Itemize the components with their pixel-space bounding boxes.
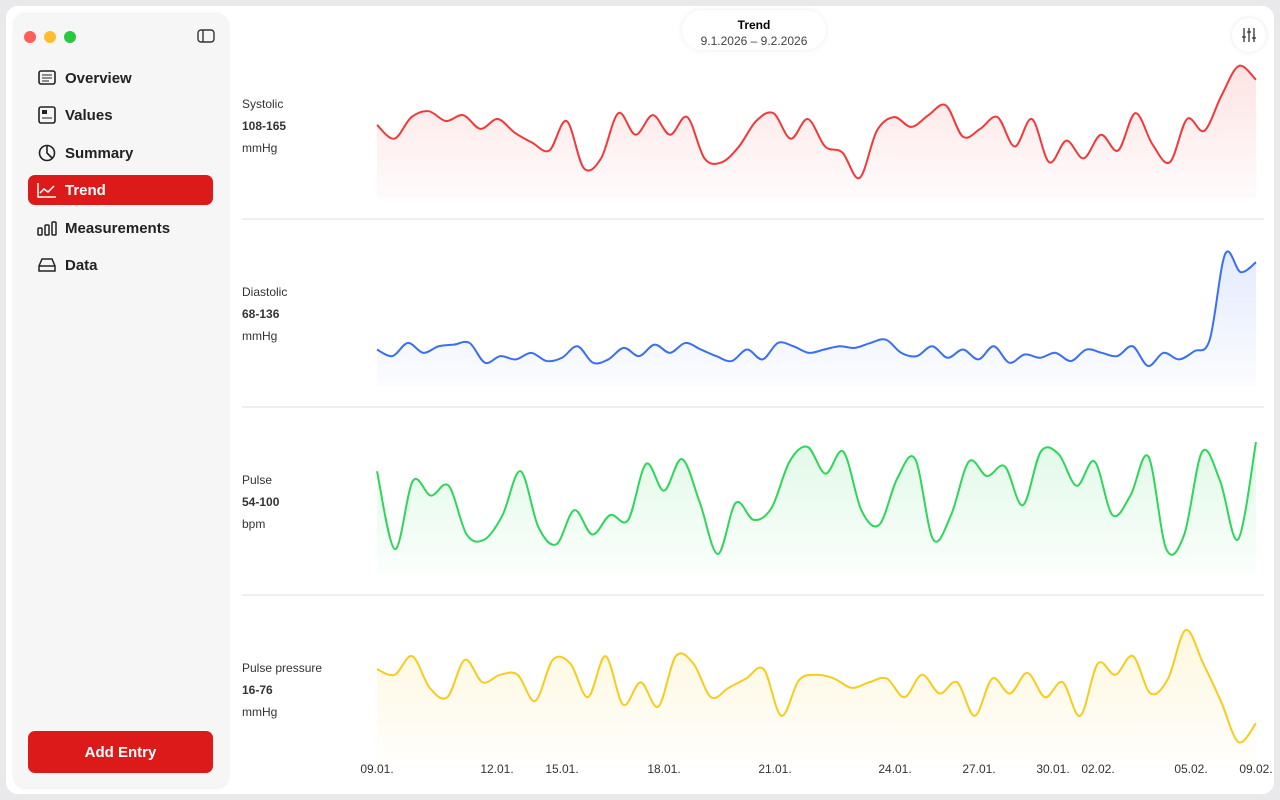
date-range: 9.1.2026 – 9.2.2026 bbox=[700, 34, 808, 48]
add-entry-button[interactable]: Add Entry bbox=[28, 731, 213, 773]
nav-label: Overview bbox=[65, 69, 132, 87]
chart-range: 16-76 bbox=[242, 683, 273, 697]
trend-charts: Systolic 108-165 mmHg Diastolic 68-136 mmHg Pu… bbox=[242, 64, 1273, 776]
chart-unit: mmHg bbox=[242, 705, 277, 719]
date-label: 21.01. bbox=[758, 762, 791, 776]
minimize-button[interactable] bbox=[44, 31, 56, 43]
title: Trend bbox=[737, 18, 771, 32]
nav-values[interactable]: Values bbox=[28, 100, 213, 130]
icon bbox=[37, 183, 56, 198]
nav-summary[interactable]: Summary bbox=[28, 138, 213, 168]
nav-label: Measurements bbox=[65, 219, 171, 237]
date-label: 27.01. bbox=[962, 762, 995, 776]
icon bbox=[38, 258, 56, 272]
nav-label: Summary bbox=[65, 144, 134, 162]
nav-label: Values bbox=[65, 106, 113, 124]
sidebar: Overview Values Summary Trend Measuremen… bbox=[14, 14, 228, 788]
chart-range: 108-165 bbox=[242, 119, 286, 133]
zoom-button[interactable] bbox=[64, 31, 76, 43]
trend-line bbox=[376, 64, 1257, 180]
date-label: 05.02. bbox=[1174, 762, 1207, 776]
date-label: 15.01. bbox=[545, 762, 578, 776]
icon bbox=[37, 221, 57, 236]
icon bbox=[38, 70, 56, 85]
nav-measurements[interactable]: Measurements bbox=[28, 213, 213, 243]
sidebar-toggle[interactable] bbox=[197, 29, 215, 44]
chart-unit: bpm bbox=[242, 517, 265, 531]
chart-range: 54-100 bbox=[242, 495, 280, 509]
chart-unit: mmHg bbox=[242, 141, 277, 155]
chart-title: Diastolic bbox=[242, 285, 287, 299]
area bbox=[377, 251, 1256, 386]
nav-overview[interactable]: Overview bbox=[28, 63, 213, 93]
filter-button[interactable] bbox=[1232, 18, 1266, 52]
chart-title: Systolic bbox=[242, 97, 283, 111]
trend-line bbox=[376, 441, 1257, 556]
chart-title: Pulse bbox=[242, 473, 272, 487]
chart-range: 68-136 bbox=[242, 307, 280, 321]
nav-data[interactable]: Data bbox=[28, 250, 213, 280]
date-label: 24.01. bbox=[878, 762, 911, 776]
nav-trend[interactable]: Trend bbox=[28, 175, 213, 205]
trend-line bbox=[376, 250, 1257, 367]
icon bbox=[38, 144, 56, 162]
chart-unit: mmHg bbox=[242, 329, 277, 343]
area bbox=[377, 629, 1256, 762]
area bbox=[377, 442, 1256, 574]
date-label: 09.02. bbox=[1239, 762, 1272, 776]
chart-title: Pulse pressure bbox=[242, 661, 322, 675]
close-button[interactable] bbox=[24, 31, 36, 43]
date-label: 18.01. bbox=[647, 762, 680, 776]
date-label: 02.02. bbox=[1081, 762, 1114, 776]
date-label: 30.01. bbox=[1036, 762, 1069, 776]
date-label: 12.01. bbox=[480, 762, 513, 776]
nav-label: Data bbox=[65, 256, 98, 274]
toolbar-title: Trend 9.1.2026 – 9.2.2026 bbox=[682, 10, 826, 50]
icon bbox=[38, 106, 56, 124]
date-label: 09.01. bbox=[360, 762, 393, 776]
trend-line bbox=[376, 628, 1257, 744]
app-window: Systolic 108-165 mmHg Diastolic 68-136 mmHg Pu… bbox=[6, 6, 1274, 794]
nav-label: Trend bbox=[65, 181, 106, 199]
